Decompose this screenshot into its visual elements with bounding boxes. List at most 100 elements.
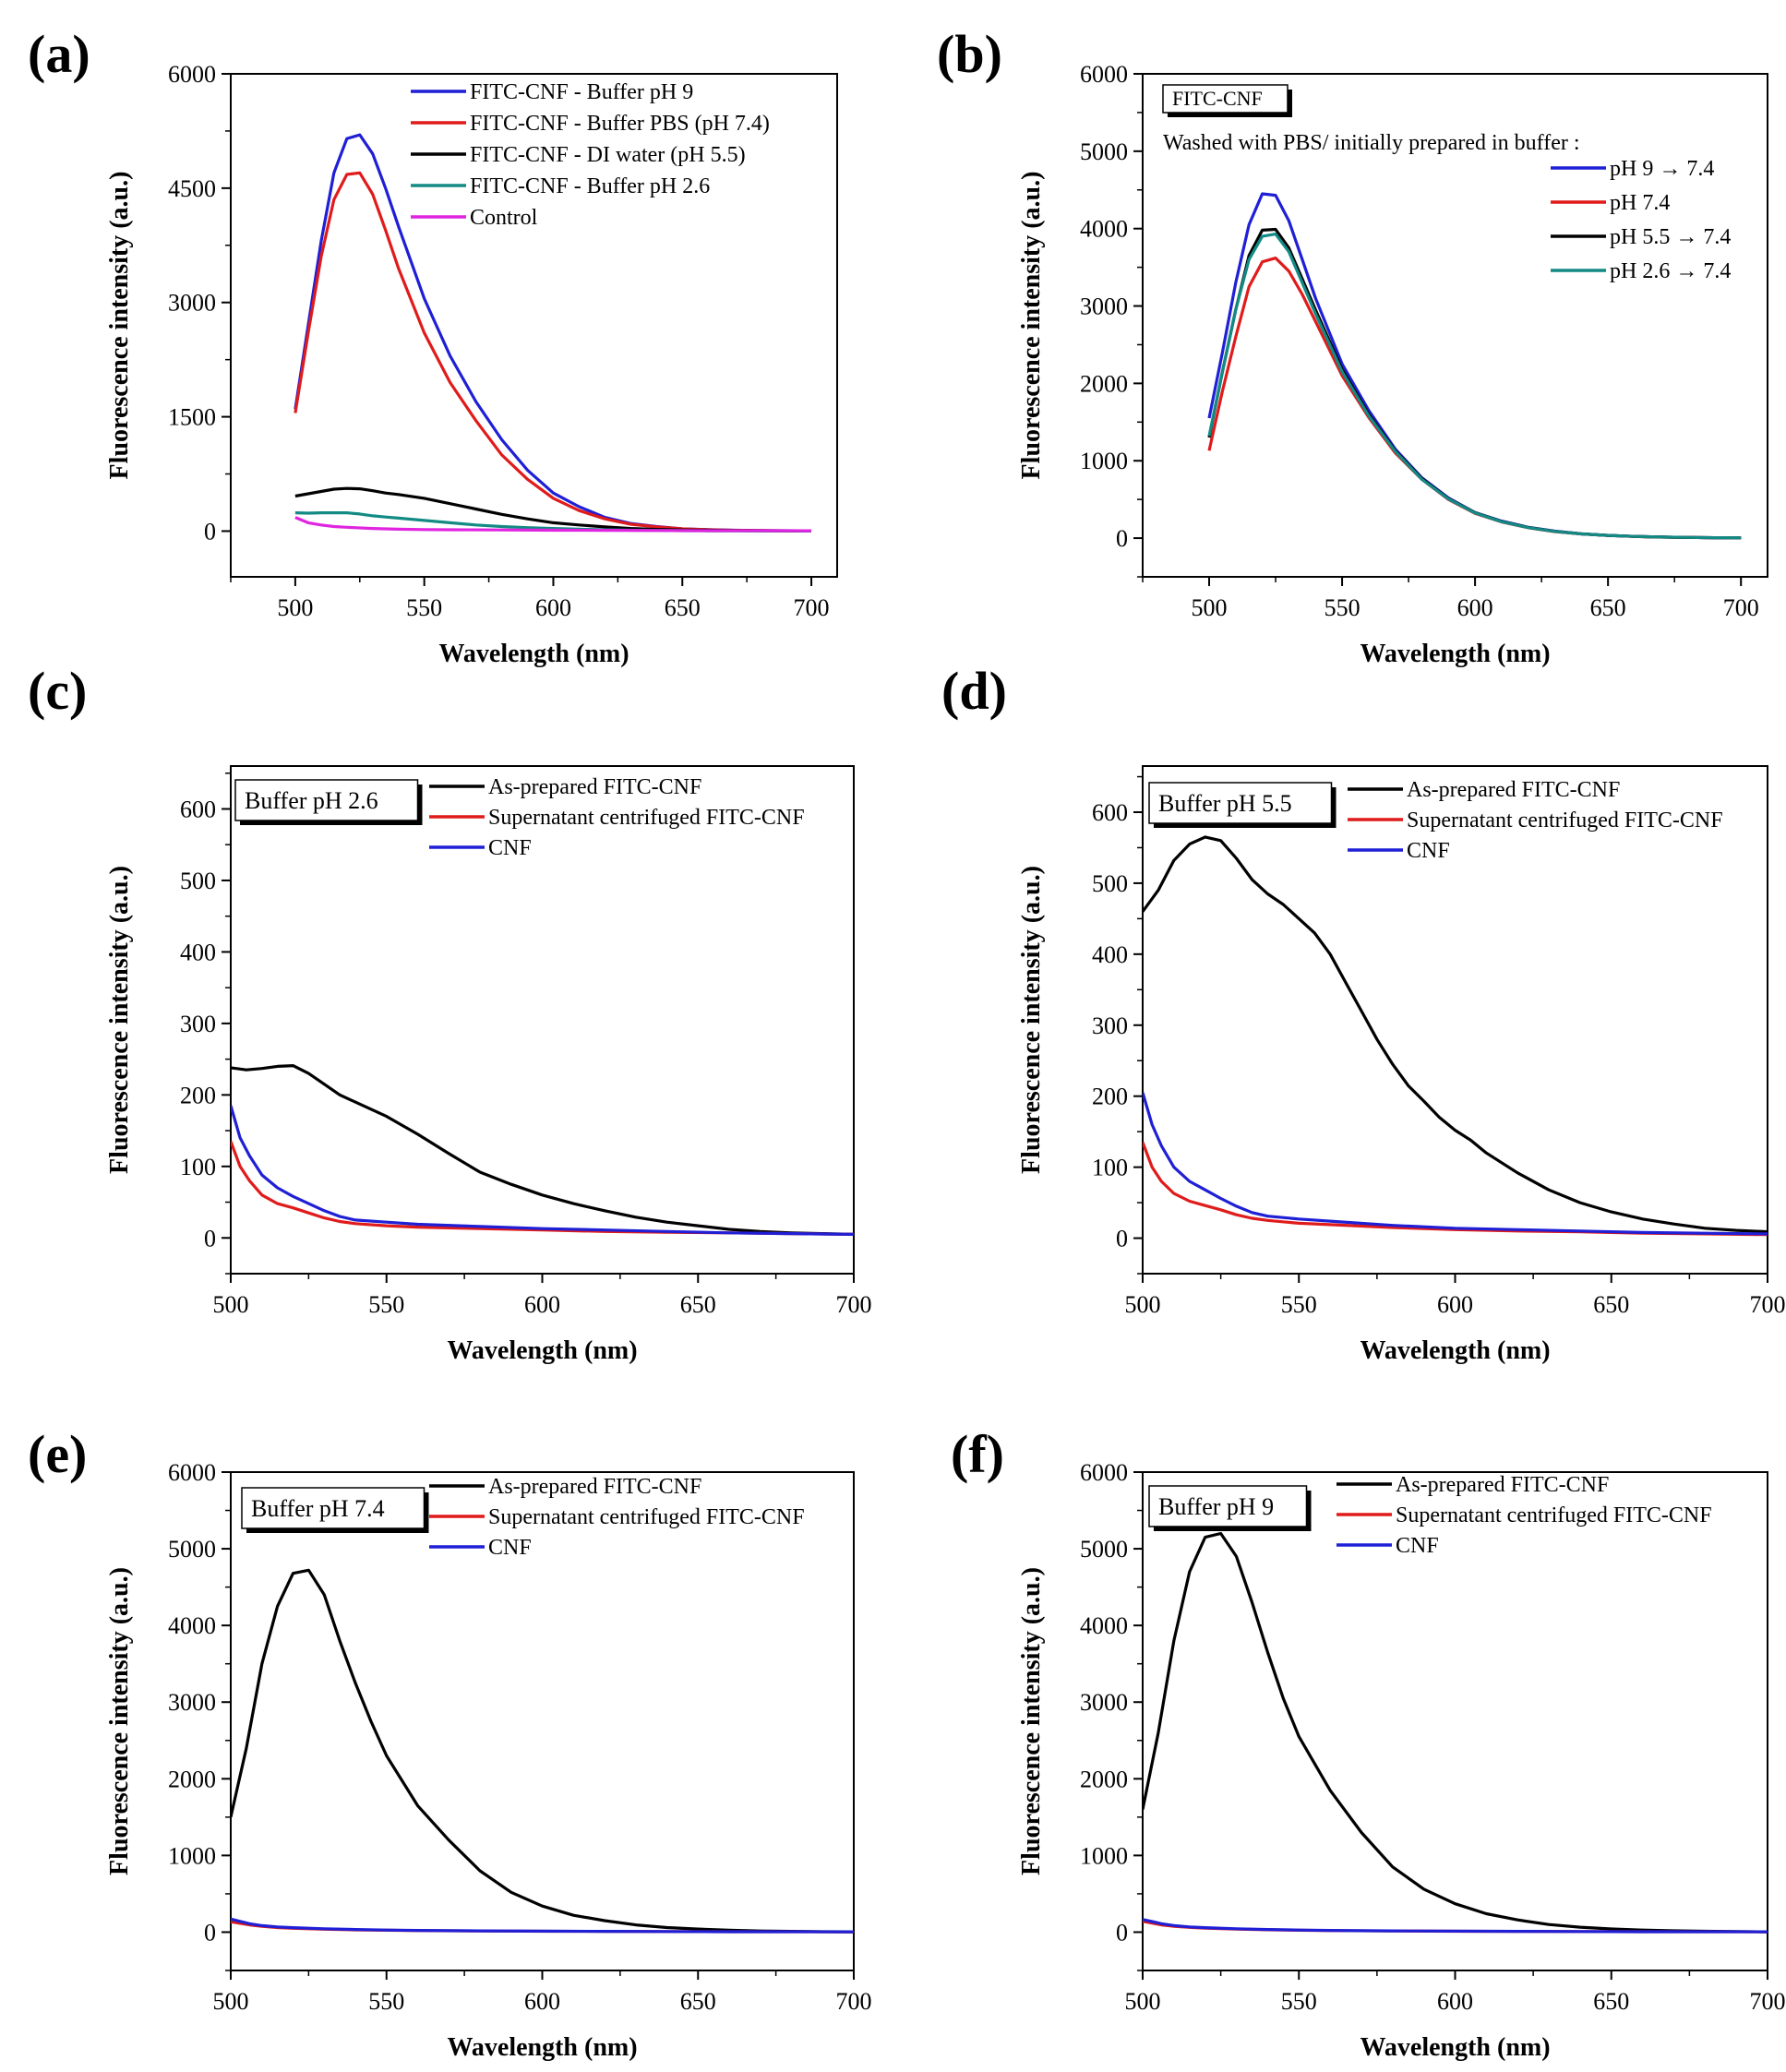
y-tick-label: 0 xyxy=(1116,1226,1128,1252)
y-tick-label: 3000 xyxy=(168,290,216,317)
legend-item-label: pH 7.4 xyxy=(1610,191,1670,215)
y-tick-label: 4000 xyxy=(1080,1612,1128,1639)
y-tick-label: 100 xyxy=(180,1154,216,1180)
y-tick-label: 6000 xyxy=(1080,61,1128,88)
legend-item-label: CNF xyxy=(1396,1534,1439,1558)
legend-item-label: FITC-CNF - Buffer pH 2.6 xyxy=(470,174,710,198)
y-tick-label: 400 xyxy=(180,939,216,965)
x-axis-title: Wavelength (nm) xyxy=(447,1336,637,1365)
x-tick-label: 700 xyxy=(794,594,830,621)
legend-item-label: FITC-CNF - Buffer PBS (pH 7.4) xyxy=(470,112,770,136)
y-tick-label: 200 xyxy=(1092,1084,1128,1110)
panel-letter: (c) xyxy=(28,661,87,721)
x-tick-label: 700 xyxy=(836,1988,872,2015)
y-tick-label: 500 xyxy=(1092,870,1128,897)
series-line xyxy=(1143,835,1768,1234)
x-tick-label: 550 xyxy=(406,594,442,621)
x-tick-label: 650 xyxy=(1590,594,1626,621)
series-line xyxy=(294,171,812,533)
x-tick-label: 700 xyxy=(1750,1988,1786,2015)
legend-item-label: Supernatant centrifuged FITC-CNF xyxy=(1407,808,1723,832)
label-box-text: Buffer pH 9 xyxy=(1158,1493,1274,1520)
y-tick-label: 1500 xyxy=(168,404,216,431)
series-line xyxy=(231,1105,854,1236)
y-tick-label: 4000 xyxy=(168,1612,216,1639)
series-line xyxy=(231,1568,854,1934)
x-axis-title: Wavelength (nm) xyxy=(1360,640,1550,668)
x-tick-label: 500 xyxy=(1125,1291,1161,1318)
legend-item-label: Supernatant centrifuged FITC-CNF xyxy=(1396,1503,1712,1527)
x-tick-label: 650 xyxy=(680,1988,716,2015)
plot-frame xyxy=(230,73,838,578)
legend-item-label: FITC-CNF - DI water (pH 5.5) xyxy=(470,143,746,167)
series-line xyxy=(231,1064,854,1236)
x-axis-title: Wavelength (nm) xyxy=(438,640,629,668)
y-tick-label: 6000 xyxy=(1080,1459,1128,1486)
label-box xyxy=(234,779,419,821)
plot-frame xyxy=(1142,1471,1768,1971)
legend-item-label: CNF xyxy=(1407,839,1450,863)
y-tick-label: 3000 xyxy=(1080,1689,1128,1716)
label-box xyxy=(1148,1485,1308,1527)
plot-frame xyxy=(230,765,855,1275)
x-tick-label: 650 xyxy=(1593,1988,1629,2015)
x-tick-label: 600 xyxy=(1437,1988,1473,2015)
x-tick-label: 600 xyxy=(535,594,571,621)
series-line xyxy=(294,516,812,533)
y-tick-label: 1000 xyxy=(1080,448,1128,474)
chart-panel-a: (a) 500 550 600 650 700 0 1500 3000 4500 6000 Wavel… xyxy=(28,24,838,668)
x-tick-label: 500 xyxy=(277,594,313,621)
label-box-text: Buffer pH 2.6 xyxy=(245,787,378,814)
x-tick-label: 550 xyxy=(368,1988,404,2015)
x-tick-label: 700 xyxy=(1750,1291,1786,1318)
legend-item-label: As-prepared FITC-CNF xyxy=(488,775,701,799)
y-tick-label: 4000 xyxy=(1080,216,1128,243)
y-tick-label: 0 xyxy=(1116,525,1128,552)
y-tick-label: 400 xyxy=(1092,941,1128,968)
x-tick-label: 600 xyxy=(524,1988,560,2015)
label-box-text: Buffer pH 7.4 xyxy=(251,1495,385,1522)
legend-item-label: As-prepared FITC-CNF xyxy=(1396,1473,1609,1497)
y-tick-label: 4500 xyxy=(168,175,216,202)
panel-letter: (a) xyxy=(28,24,90,84)
legend-item-label: CNF xyxy=(488,836,532,860)
x-tick-label: 500 xyxy=(213,1988,249,2015)
x-axis-title: Wavelength (nm) xyxy=(1360,2033,1550,2062)
legend-item-label: pH 2.6 → 7.4 xyxy=(1610,259,1731,283)
y-tick-label: 0 xyxy=(1116,1919,1128,1946)
series-line xyxy=(231,1141,854,1236)
x-tick-label: 550 xyxy=(368,1291,404,1318)
legend-item-label: Supernatant centrifuged FITC-CNF xyxy=(488,1505,805,1529)
legend-item-label: As-prepared FITC-CNF xyxy=(1407,778,1620,802)
y-tick-label: 1000 xyxy=(1080,1842,1128,1869)
series-line xyxy=(1207,233,1742,540)
plot-frame xyxy=(1142,765,1768,1275)
x-tick-label: 600 xyxy=(1437,1291,1473,1318)
legend-item-label: CNF xyxy=(488,1536,532,1560)
label-box xyxy=(1162,84,1289,114)
y-tick-label: 200 xyxy=(180,1082,216,1108)
x-tick-label: 650 xyxy=(1593,1291,1629,1318)
y-tick-label: 2000 xyxy=(1080,1766,1128,1792)
y-axis-title: Fluorescence intensity (a.u.) xyxy=(105,866,134,1174)
y-tick-label: 600 xyxy=(180,796,216,822)
x-tick-label: 600 xyxy=(524,1291,560,1318)
legend-item-label: As-prepared FITC-CNF xyxy=(488,1475,701,1499)
y-tick-label: 300 xyxy=(180,1011,216,1037)
y-tick-label: 0 xyxy=(204,1225,216,1252)
panel-letter: (d) xyxy=(941,661,1007,721)
x-tick-label: 600 xyxy=(1457,594,1493,621)
y-tick-label: 0 xyxy=(204,1919,216,1946)
series-line xyxy=(1143,1918,1768,1934)
y-tick-label: 0 xyxy=(204,518,216,545)
y-tick-label: 5000 xyxy=(1080,1536,1128,1563)
y-axis-title: Fluorescence intensity (a.u.) xyxy=(1017,172,1046,480)
y-tick-label: 2000 xyxy=(1080,370,1128,397)
x-tick-label: 550 xyxy=(1281,1988,1317,2015)
legend-item-label: pH 9 → 7.4 xyxy=(1610,157,1714,181)
legend-item-label: FITC-CNF - Buffer pH 9 xyxy=(470,80,693,104)
y-tick-label: 6000 xyxy=(168,61,216,88)
x-tick-label: 650 xyxy=(680,1291,716,1318)
series-line xyxy=(1143,1531,1768,1934)
